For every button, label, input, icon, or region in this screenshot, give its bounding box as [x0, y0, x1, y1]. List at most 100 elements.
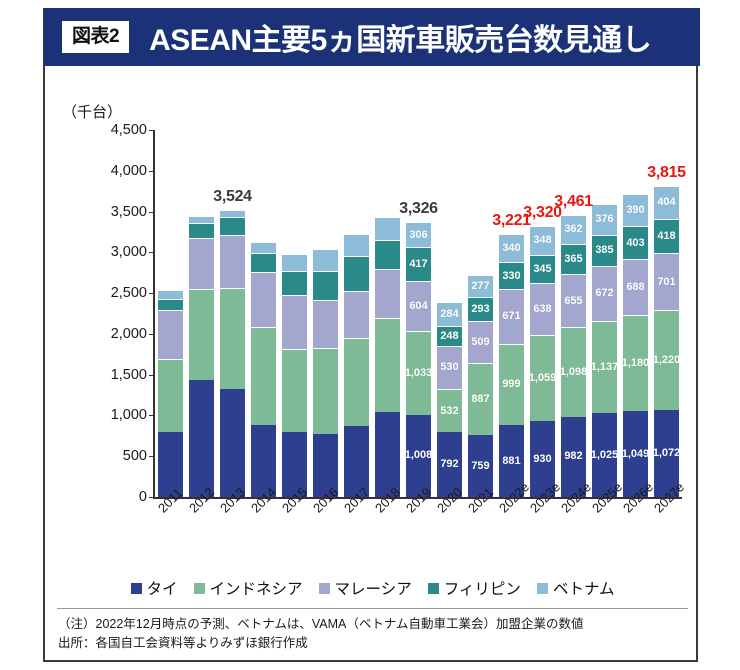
bar-segment-フィリピン: [344, 256, 369, 291]
bar-segment-フィリピン: 365: [561, 244, 586, 274]
bar-segment-フィリピン: 417: [406, 247, 431, 282]
y-axis-tick-label: 0: [138, 489, 147, 505]
bar-total-label: 3,461: [554, 192, 593, 210]
bar-segment-value: 1,008: [404, 449, 433, 462]
bar-2022e[interactable]: 881 999 671 330 340: [499, 234, 524, 497]
bar-segment-フィリピン: [189, 222, 214, 238]
bar-segment-インドネシア: 999: [499, 343, 524, 426]
bar-segment-ベトナム: 390: [623, 194, 648, 227]
bar-segment-value: 982: [564, 450, 583, 463]
bar-segment-value: 930: [533, 452, 552, 465]
bar-segment-ベトナム: 362: [561, 214, 586, 245]
bar-segment-value: 418: [657, 229, 676, 242]
bar-segment-タイ: [282, 431, 307, 497]
legend-item-2[interactable]: マレーシア: [318, 577, 412, 599]
bar-2019[interactable]: 1,008 1,033 604 417 306: [404, 222, 433, 497]
legend-item-label: インドネシア: [209, 581, 303, 598]
bar-2021[interactable]: 759 887 509 293 277: [468, 274, 493, 497]
bar-segment-value: 1,137: [590, 361, 619, 374]
figure-container: 図表2 ASEAN主要5ヵ国新車販売台数見通し （千台） 4,500 4,000 3…: [43, 8, 700, 662]
bar-2020[interactable]: 792 532 530 248 284: [437, 302, 462, 497]
bar-2024e[interactable]: 982 1,098 655 365 362: [560, 214, 587, 497]
bar-segment-マレーシア: 638: [530, 282, 555, 335]
bar-segment-ベトナム: [189, 216, 214, 223]
legend-item-1[interactable]: インドネシア: [193, 577, 303, 599]
bar-2018[interactable]: [375, 216, 400, 497]
bar-segment-value: 417: [409, 258, 428, 271]
legend-item-4[interactable]: ベトナム: [536, 577, 614, 599]
bar-segment-value: 362: [564, 223, 583, 236]
bar-segment-value: 284: [440, 308, 459, 321]
bar-2027e[interactable]: 1,072 1,220 701 418 404: [652, 185, 681, 497]
bar-2025e[interactable]: 1,025 1,137 672 385 376: [590, 203, 619, 497]
bar-segment-ベトナム: 306: [406, 222, 431, 248]
bar-2017[interactable]: [344, 234, 369, 497]
legend-swatch-icon: [130, 582, 142, 594]
bar-segment-マレーシア: [282, 294, 307, 350]
legend-item-0[interactable]: タイ: [130, 577, 178, 599]
bar-2026e[interactable]: 1,049 1,180 688 403 390: [622, 194, 649, 497]
bar-segment-タイ: 1,072: [652, 409, 681, 497]
bar-segment-タイ: [313, 434, 338, 497]
bar-total-label: 3,320: [523, 204, 562, 222]
bar-segment-value: 881: [502, 454, 521, 467]
y-axis-unit-label: （千台）: [62, 104, 123, 121]
bar-segment-value: 277: [471, 280, 490, 293]
y-axis-tick-label: 2,000: [110, 325, 147, 342]
bar-segment-value: 759: [471, 459, 490, 472]
bar-2013[interactable]: [220, 209, 245, 497]
bar-2023e[interactable]: 930 1,059 638 345 348: [528, 226, 557, 497]
legend-item-label: タイ: [146, 581, 178, 598]
y-axis-tick-mark: [149, 170, 155, 172]
bar-segment-value: 509: [471, 336, 490, 349]
bar-segment-インドネシア: 1,098: [560, 327, 587, 417]
y-axis-tick-label: 3,000: [110, 244, 147, 261]
bar-segment-タイ: 881: [499, 425, 524, 497]
y-axis-tick-label: 3,500: [110, 203, 147, 220]
bar-segment-インドネシア: [344, 337, 369, 426]
bar-2014[interactable]: [251, 242, 276, 497]
legend-item-3[interactable]: フィリピン: [427, 577, 521, 599]
bar-segment-マレーシア: [220, 234, 245, 289]
y-axis-tick-mark: [149, 252, 155, 254]
bar-segment-value: 1,059: [528, 371, 557, 384]
bar-segment-value: 671: [502, 310, 521, 323]
bar-segment-インドネシア: [251, 326, 276, 426]
bar-segment-タイ: 930: [530, 421, 555, 497]
bar-segment-インドネシア: 1,059: [528, 334, 557, 422]
bar-segment-value: 1,072: [652, 446, 681, 459]
bar-2015[interactable]: [282, 254, 307, 497]
bar-2011[interactable]: [158, 289, 183, 497]
bar-segment-ベトナム: [282, 254, 307, 272]
bar-total-label: 3,524: [213, 187, 252, 205]
bar-segment-インドネシア: [282, 349, 307, 432]
bar-segment-フィリピン: 293: [468, 297, 493, 322]
bar-segment-インドネシア: [220, 288, 245, 389]
plot-area: 4,500 4,000 3,500 3,000 2,500 2,000 1,500 1,000…: [45, 8, 700, 662]
bar-segment-フィリピン: [251, 253, 276, 273]
y-axis-tick-label: 4,500: [110, 122, 147, 138]
bar-segment-マレーシア: [158, 310, 183, 360]
bar-segment-マレーシア: 655: [561, 273, 586, 328]
bar-2016[interactable]: [313, 248, 338, 497]
bar-segment-value: 530: [440, 361, 459, 374]
bar-segment-フィリピン: [158, 298, 183, 311]
bar-segment-タイ: [344, 425, 369, 497]
bar-segment-value: 248: [440, 329, 459, 342]
bar-segment-タイ: 1,049: [622, 411, 649, 497]
bar-segment-インドネシア: 887: [468, 362, 493, 436]
bar-segment-タイ: [189, 379, 214, 497]
y-axis-tick-mark: [149, 333, 155, 335]
bar-segment-value: 999: [502, 378, 521, 391]
bar-segment-ベトナム: 284: [437, 302, 462, 326]
bar-segment-マレーシア: [189, 237, 214, 289]
bar-total-label: 3,815: [647, 163, 686, 181]
footnote-source: 出所：各国自工会資料等よりみずほ銀行作成: [58, 635, 308, 650]
bar-segment-フィリピン: 330: [499, 262, 524, 289]
x-axis-line: [153, 497, 682, 499]
legend-swatch-icon: [318, 582, 330, 594]
bar-segment-インドネシア: 532: [437, 389, 462, 433]
bar-segment-value: 655: [564, 294, 583, 307]
bar-segment-value: 293: [471, 303, 490, 316]
bar-2012[interactable]: [189, 216, 214, 497]
